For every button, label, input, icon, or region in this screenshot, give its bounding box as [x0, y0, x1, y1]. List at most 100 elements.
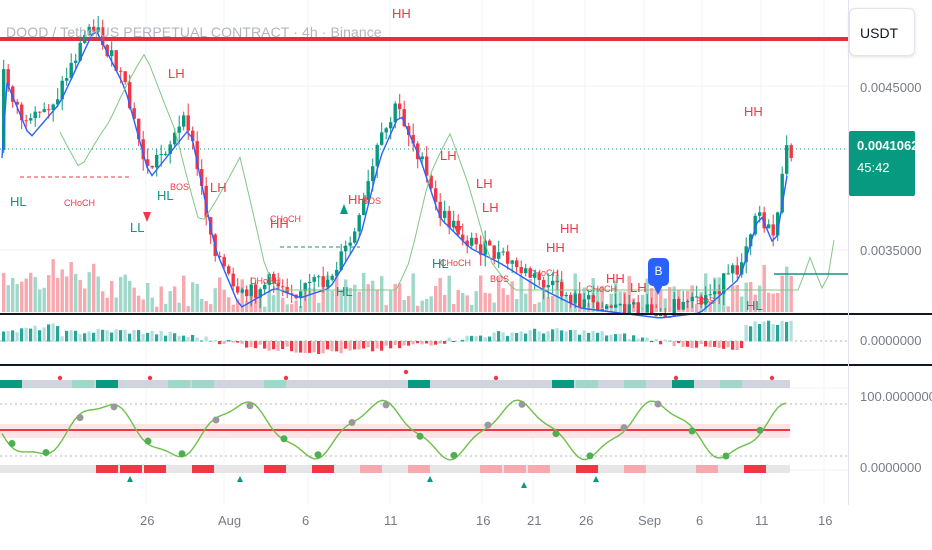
volume-bar [47, 275, 51, 312]
candle-body [762, 212, 766, 229]
candle-body [24, 120, 28, 122]
volume-bar [209, 304, 213, 312]
histogram-bar [578, 334, 582, 342]
histogram-bar [24, 327, 28, 342]
histogram-bar [533, 328, 537, 342]
down-triangle [143, 212, 151, 222]
histogram-bar [542, 333, 546, 342]
volume-bar [434, 286, 438, 312]
signal-strip-seg [576, 380, 598, 388]
signal-strip-seg [264, 465, 286, 473]
histogram-bar [227, 340, 231, 342]
histogram-bar [249, 341, 253, 347]
candle-body [636, 302, 640, 315]
volume-bar [497, 277, 501, 312]
volume-bar [110, 280, 114, 312]
buy-marker[interactable]: B [648, 258, 669, 295]
pane-separator[interactable] [0, 313, 932, 315]
signal-dot [769, 375, 775, 381]
histogram-bar [735, 341, 739, 351]
histogram-bar [776, 324, 780, 342]
histogram-bar [695, 341, 699, 348]
candle-body [681, 301, 685, 310]
candle-body [420, 156, 424, 160]
volume-bar [191, 282, 195, 312]
histogram-bar [357, 341, 361, 350]
candle-body [249, 284, 253, 297]
volume-bar [321, 283, 325, 312]
candle-body [708, 294, 712, 296]
volume-bar [96, 276, 100, 312]
histogram-bar [218, 341, 222, 345]
structure-label: HH [270, 216, 289, 231]
choch-label: CHoCH [64, 198, 95, 208]
time-axis-label: 6 [302, 513, 310, 528]
volume-bar [425, 298, 429, 312]
pivot-dot [76, 414, 84, 422]
volume-bar [420, 300, 424, 312]
histogram-bar [132, 329, 136, 342]
volume-bar [150, 297, 154, 312]
candle-body [267, 273, 271, 285]
histogram-bar [461, 339, 465, 342]
candle-body [600, 309, 604, 311]
histogram-bar [159, 330, 163, 342]
histogram-bar [299, 341, 303, 353]
pivot-dot [280, 435, 288, 443]
volume-bar [69, 261, 73, 312]
volume-bar [506, 294, 510, 312]
histogram-bar [762, 321, 766, 342]
candle-body [695, 296, 699, 298]
signal-dot [283, 375, 289, 381]
candle-body [402, 109, 406, 127]
candle-body [546, 285, 550, 288]
signal-strip-seg [408, 380, 430, 388]
volume-bar [101, 291, 105, 312]
signal-dot [493, 375, 499, 381]
volume-bar [546, 297, 550, 312]
candle-body [114, 50, 118, 71]
histogram-bar [672, 341, 676, 347]
currency-button[interactable]: USDT [849, 8, 915, 56]
signal-strip-seg [480, 465, 502, 473]
histogram-bar [267, 341, 271, 351]
histogram-bar [659, 341, 663, 345]
signal-strip-seg [312, 465, 334, 473]
volume-bar [461, 292, 465, 312]
candle-body [704, 295, 708, 305]
candle-body [155, 154, 159, 168]
volume-bar [218, 277, 222, 312]
histogram-bar [362, 341, 366, 349]
candle-body [560, 282, 564, 297]
candle-body [290, 293, 294, 295]
histogram-bar [632, 335, 636, 342]
time-axis-label: 6 [696, 513, 704, 528]
volume-bar [389, 290, 393, 312]
resistance-level [0, 37, 848, 41]
candle-body [20, 104, 24, 121]
pane-separator[interactable] [0, 364, 932, 366]
candle-body [659, 314, 663, 317]
structure-label: HH [744, 104, 763, 119]
volume-bar [348, 287, 352, 312]
histogram-bar [191, 335, 195, 342]
candle-body [317, 276, 321, 278]
volume-bar [600, 285, 604, 312]
histogram-bar [722, 341, 726, 349]
signal-strip-seg [96, 380, 118, 388]
volume-bar [695, 303, 699, 312]
volume-bar [758, 285, 762, 312]
volume-bar [587, 302, 591, 312]
candle-body [722, 273, 726, 294]
signal-dot [403, 369, 409, 375]
signal-strip-seg [672, 380, 694, 388]
candle-body [123, 71, 127, 83]
volume-bar [510, 281, 514, 312]
signal-triangle [127, 476, 133, 482]
structure-label: LH [630, 280, 647, 295]
histogram-bar [668, 340, 672, 342]
histogram-bar [483, 337, 487, 342]
histogram-bar [627, 339, 631, 342]
